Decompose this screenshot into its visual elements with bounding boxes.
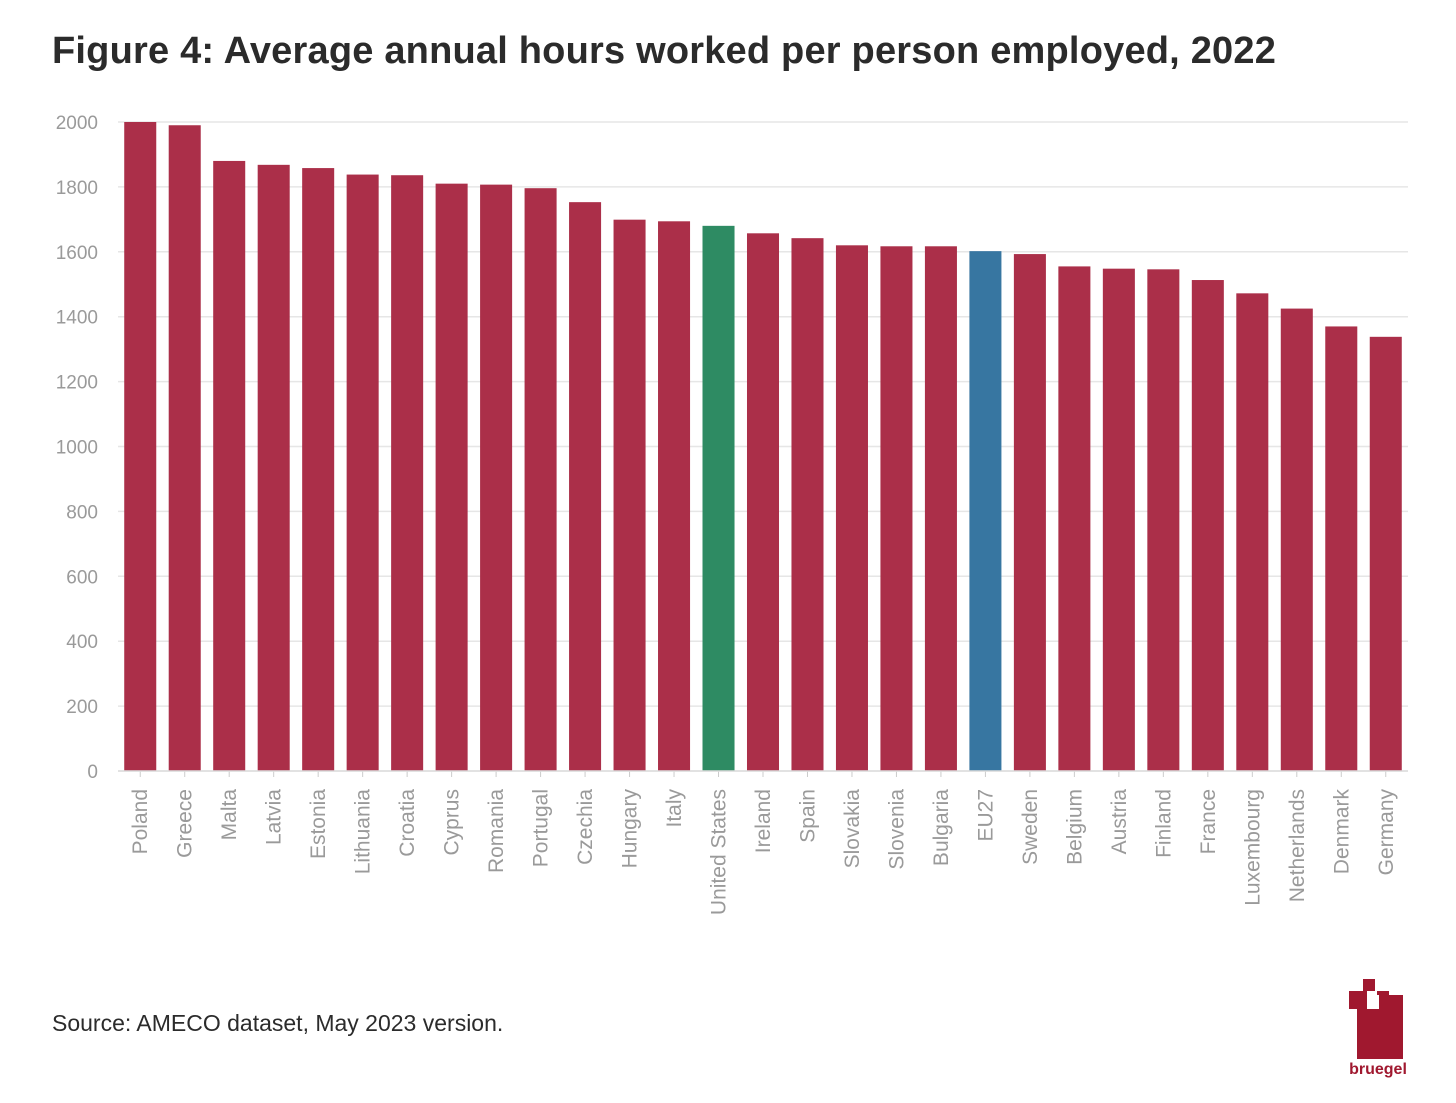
x-tick-label: Italy bbox=[663, 789, 686, 828]
bruegel-logo-icon: bruegel bbox=[1343, 975, 1413, 1085]
x-tick-label: Bulgaria bbox=[930, 789, 953, 866]
chart-title: Figure 4: Average annual hours worked pe… bbox=[52, 30, 1277, 72]
x-tick-label: Estonia bbox=[307, 789, 330, 859]
y-tick-label: 0 bbox=[87, 762, 98, 783]
y-tick-label: 1600 bbox=[56, 243, 98, 264]
x-tick-label: Luxembourg bbox=[1241, 789, 1264, 906]
x-tick-label: Portugal bbox=[530, 789, 553, 867]
x-tick-label: Spain bbox=[796, 789, 819, 843]
bar-czechia bbox=[569, 202, 602, 772]
y-tick-label: 200 bbox=[66, 697, 98, 718]
x-tick-label: Cyprus bbox=[441, 789, 464, 856]
x-tick-label: Lithuania bbox=[352, 789, 375, 875]
x-tick-label: United States bbox=[708, 789, 731, 915]
x-tick-label: Austria bbox=[1108, 789, 1131, 855]
bar-croatia bbox=[391, 175, 424, 771]
y-tick-label: 1200 bbox=[56, 373, 98, 394]
bar-eu27 bbox=[969, 251, 1002, 771]
bar-france bbox=[1191, 280, 1224, 771]
y-tick-label: 1800 bbox=[56, 178, 98, 199]
bar-estonia bbox=[302, 168, 335, 772]
y-tick-label: 1400 bbox=[56, 308, 98, 329]
x-tick-label: Hungary bbox=[619, 789, 642, 869]
y-tick-label: 600 bbox=[66, 567, 98, 588]
x-tick-label: Romania bbox=[485, 789, 508, 873]
x-tick-label: Germany bbox=[1375, 789, 1398, 876]
bar-belgium bbox=[1058, 266, 1091, 771]
x-tick-label: Sweden bbox=[1019, 789, 1042, 865]
bar-netherlands bbox=[1280, 308, 1313, 771]
bar-slovakia bbox=[835, 245, 868, 771]
y-tick-label: 2000 bbox=[56, 113, 98, 134]
bar-denmark bbox=[1325, 326, 1358, 771]
x-tick-label: Greece bbox=[174, 789, 197, 858]
bar-finland bbox=[1147, 269, 1180, 771]
x-tick-label: Denmark bbox=[1330, 789, 1353, 875]
bar-united-states bbox=[702, 225, 735, 772]
bar-malta bbox=[213, 160, 246, 771]
x-tick-label: Slovakia bbox=[841, 789, 864, 869]
bar-germany bbox=[1369, 336, 1402, 771]
x-tick-label: Czechia bbox=[574, 789, 597, 865]
bar-latvia bbox=[257, 164, 290, 772]
source-note: Source: AMECO dataset, May 2023 version. bbox=[52, 1010, 504, 1036]
x-tick-label: Belgium bbox=[1063, 789, 1086, 865]
x-tick-label: Malta bbox=[218, 789, 241, 841]
x-tick-label: Netherlands bbox=[1286, 789, 1309, 902]
y-tick-label: 1000 bbox=[56, 438, 98, 459]
bar-bulgaria bbox=[924, 246, 957, 771]
bar-poland bbox=[124, 122, 157, 771]
bar-ireland bbox=[746, 233, 780, 772]
bar-luxembourg bbox=[1236, 293, 1269, 771]
x-tick-label: Ireland bbox=[752, 789, 775, 853]
bar-romania bbox=[480, 184, 513, 772]
bar-portugal bbox=[524, 188, 557, 771]
x-tick-label: Poland bbox=[129, 789, 152, 854]
bar-sweden bbox=[1013, 254, 1046, 771]
x-tick-label: Croatia bbox=[396, 789, 419, 857]
y-tick-label: 800 bbox=[66, 502, 98, 523]
x-tick-label: Slovenia bbox=[885, 789, 908, 870]
x-tick-label: Latvia bbox=[263, 789, 286, 845]
bar-slovenia bbox=[880, 246, 913, 771]
logo-text: bruegel bbox=[1349, 1061, 1407, 1078]
bar-austria bbox=[1102, 268, 1135, 771]
x-tick-label: France bbox=[1197, 789, 1220, 854]
bar-chart: 0 200 400 600 800 1000 1200 1400 1600 1800 2000 Pol… bbox=[56, 113, 1408, 915]
bar-spain bbox=[791, 238, 824, 771]
bar-hungary bbox=[613, 219, 646, 771]
x-tick-label: Finland bbox=[1152, 789, 1175, 858]
bar-cyprus bbox=[435, 183, 468, 771]
x-tick-label: EU27 bbox=[974, 789, 997, 842]
y-tick-label: 400 bbox=[66, 632, 98, 653]
bar-lithuania bbox=[346, 174, 379, 772]
bar-greece bbox=[168, 125, 201, 772]
bar-italy bbox=[658, 221, 691, 771]
